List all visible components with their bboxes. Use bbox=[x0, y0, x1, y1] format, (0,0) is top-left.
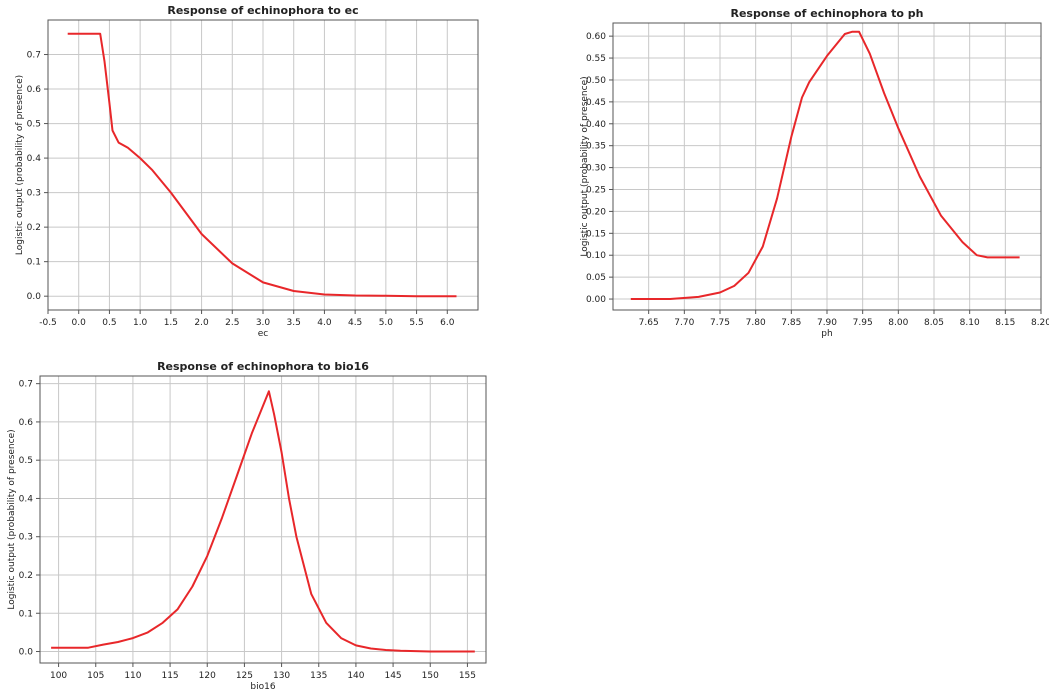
chart-title: Response of echinophora to ph bbox=[730, 7, 923, 20]
x-tick-label: 1.0 bbox=[133, 318, 148, 328]
y-tick-label: 0.6 bbox=[19, 418, 34, 428]
x-tick-label: 150 bbox=[422, 671, 439, 681]
x-tick-label: 125 bbox=[236, 671, 253, 681]
y-tick-label: 0.15 bbox=[586, 229, 606, 239]
y-tick-label: 0.3 bbox=[27, 189, 41, 199]
x-axis-label: bio16 bbox=[250, 682, 275, 691]
x-tick-label: 2.0 bbox=[194, 318, 209, 328]
plot-frame bbox=[612, 22, 1042, 311]
x-tick-label: 7.80 bbox=[746, 318, 766, 328]
x-tick-label: 5.0 bbox=[379, 318, 394, 328]
y-tick-label: 0.4 bbox=[19, 494, 34, 504]
y-axis-label: Logistic output (probability of presence… bbox=[7, 429, 17, 609]
y-tick-label: 0.30 bbox=[586, 164, 606, 174]
x-tick-label: 8.20 bbox=[1031, 318, 1049, 328]
chart-title: Response of echinophora to bio16 bbox=[157, 360, 369, 373]
y-axis-label: Logistic output (probability of presence… bbox=[580, 76, 590, 256]
y-tick-label: 0.5 bbox=[27, 120, 41, 130]
x-axis-label: ec bbox=[258, 329, 269, 339]
x-tick-label: 6.0 bbox=[440, 318, 455, 328]
y-tick-label: 0.0 bbox=[19, 648, 34, 658]
y-tick-label: 0.7 bbox=[27, 51, 41, 61]
x-tick-label: 0.0 bbox=[72, 318, 87, 328]
x-tick-label: 115 bbox=[161, 671, 178, 681]
chart-bio16: Response of echinophora to bio16 100 105 11… bbox=[0, 358, 500, 692]
chart-bio16-svg: Response of echinophora to bio16 100 105 11… bbox=[7, 360, 487, 692]
x-tick-label: 7.85 bbox=[781, 318, 801, 328]
x-tick-label: 110 bbox=[124, 671, 141, 681]
x-tick-label: 8.15 bbox=[995, 318, 1015, 328]
response-curve bbox=[67, 32, 457, 298]
x-tick-label: 145 bbox=[384, 671, 401, 681]
y-tick-label: 0.6 bbox=[27, 85, 42, 95]
x-tick-label: 8.05 bbox=[924, 318, 944, 328]
response-curve bbox=[630, 30, 1020, 300]
y-tick-label: 0.00 bbox=[586, 295, 606, 305]
chart-title: Response of echinophora to ec bbox=[167, 4, 358, 17]
x-tick-label: 155 bbox=[459, 671, 476, 681]
y-tick-label: 0.55 bbox=[586, 54, 606, 64]
x-tick-label: 5.5 bbox=[409, 318, 423, 328]
response-curve bbox=[51, 390, 475, 653]
x-axis-label: ph bbox=[821, 329, 832, 339]
y-tick-label: 0.7 bbox=[19, 380, 33, 390]
y-tick-label: 0.20 bbox=[586, 207, 606, 217]
chart-ec-svg: Response of echinophora to ec -0.5 0.0 0.5 1… bbox=[15, 4, 479, 339]
y-tick-label: 0.05 bbox=[586, 273, 606, 283]
y-tick-label: 0.25 bbox=[586, 186, 606, 196]
y-tick-label: 0.50 bbox=[586, 76, 606, 86]
x-tick-label: 3.0 bbox=[256, 318, 271, 328]
x-tick-label: 4.0 bbox=[317, 318, 332, 328]
x-tick-label: 7.70 bbox=[674, 318, 694, 328]
y-tick-label: 0.1 bbox=[27, 258, 41, 268]
plot-frame bbox=[47, 19, 479, 311]
y-tick-label: 0.1 bbox=[19, 609, 33, 619]
x-tick-label: 1.5 bbox=[164, 318, 178, 328]
y-tick-label: 0.3 bbox=[19, 533, 33, 543]
y-tick-label: 0.2 bbox=[27, 223, 41, 233]
chart-ph-svg: Response of echinophora to ph 7.65 7.70 7.7… bbox=[580, 7, 1049, 339]
x-tick-label: 3.5 bbox=[287, 318, 301, 328]
x-tick-label: 4.5 bbox=[348, 318, 362, 328]
y-tick-label: 0.4 bbox=[27, 154, 42, 164]
x-tick-label: 8.10 bbox=[960, 318, 980, 328]
chart-ph: Response of echinophora to ph 7.65 7.70 7.7… bbox=[565, 0, 1049, 350]
y-tick-label: 0.2 bbox=[19, 571, 33, 581]
y-tick-label: 0.45 bbox=[586, 98, 606, 108]
y-tick-label: 0.60 bbox=[586, 32, 606, 42]
chart-ec: Response of echinophora to ec -0.5 0.0 0.5 1… bbox=[0, 0, 500, 350]
x-tick-label: 7.95 bbox=[853, 318, 873, 328]
y-tick-label: 0.40 bbox=[586, 120, 606, 130]
x-tick-label: 7.90 bbox=[817, 318, 837, 328]
x-tick-label: 2.5 bbox=[225, 318, 239, 328]
x-tick-label: 0.5 bbox=[102, 318, 116, 328]
plot-frame bbox=[39, 375, 487, 664]
y-tick-label: 0.10 bbox=[586, 251, 606, 261]
x-tick-label: 100 bbox=[50, 671, 67, 681]
x-tick-label: 120 bbox=[199, 671, 216, 681]
x-tick-label: 135 bbox=[310, 671, 327, 681]
x-tick-label: 140 bbox=[347, 671, 364, 681]
x-tick-label: 7.65 bbox=[639, 318, 659, 328]
x-tick-label: 130 bbox=[273, 671, 290, 681]
y-tick-label: 0.5 bbox=[19, 456, 33, 466]
x-tick-label: 105 bbox=[87, 671, 104, 681]
y-tick-label: 0.0 bbox=[27, 292, 42, 302]
x-tick-label: 8.00 bbox=[888, 318, 908, 328]
y-axis-label: Logistic output (probability of presence… bbox=[15, 75, 25, 255]
x-tick-label: -0.5 bbox=[39, 318, 57, 328]
x-tick-label: 7.75 bbox=[710, 318, 730, 328]
y-tick-label: 0.35 bbox=[586, 142, 606, 152]
